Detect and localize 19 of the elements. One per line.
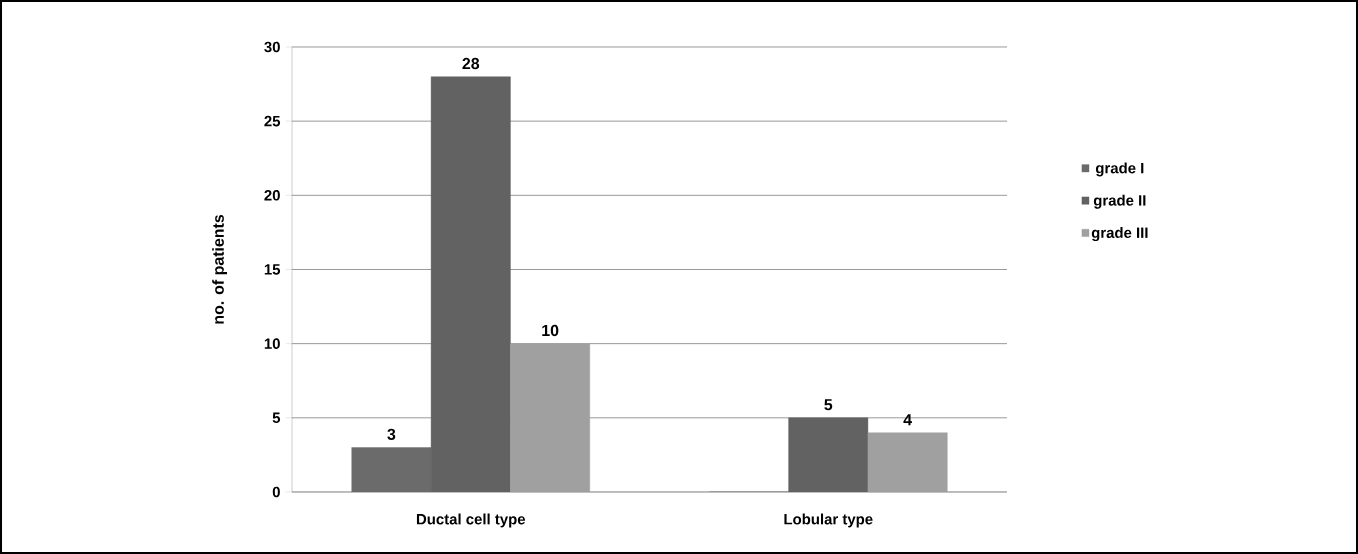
legend-label: grade II <box>1093 194 1146 209</box>
bar <box>867 432 948 492</box>
y-tick-label: 20 <box>264 190 280 201</box>
x-tick-label: Lobular type <box>784 513 873 528</box>
data-label: 28 <box>462 57 480 70</box>
y-tick-label: 30 <box>264 41 280 53</box>
y-tick-label: 5 <box>272 412 281 424</box>
y-tick-label: 15 <box>264 264 281 275</box>
legend-label: grade III <box>1091 227 1148 242</box>
y-tick-label: 25 <box>264 115 281 127</box>
data-label: 5 <box>824 399 833 411</box>
y-tick-label: 10 <box>264 338 280 349</box>
y-axis-title: no. of patients <box>212 214 228 324</box>
y-tick-label: 0 <box>272 486 280 498</box>
legend-label: grade I <box>1095 162 1144 177</box>
data-label: 4 <box>903 414 912 426</box>
x-tick-label: Ductal cell type <box>416 513 526 528</box>
data-label: 3 <box>387 428 396 440</box>
data-label: 10 <box>542 324 559 337</box>
